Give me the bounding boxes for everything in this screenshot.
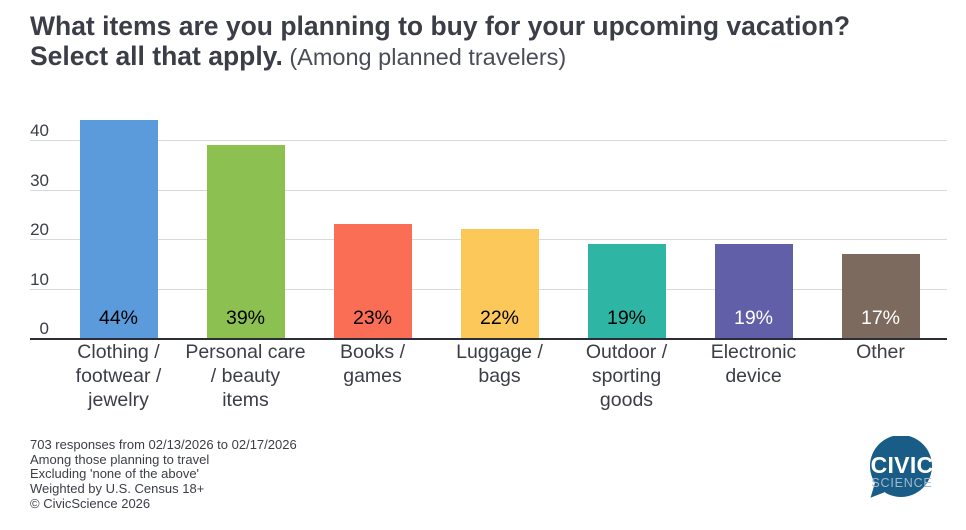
- svg-text:SCIENCE: SCIENCE: [871, 476, 932, 490]
- svg-text:CIVIC: CIVIC: [871, 452, 934, 478]
